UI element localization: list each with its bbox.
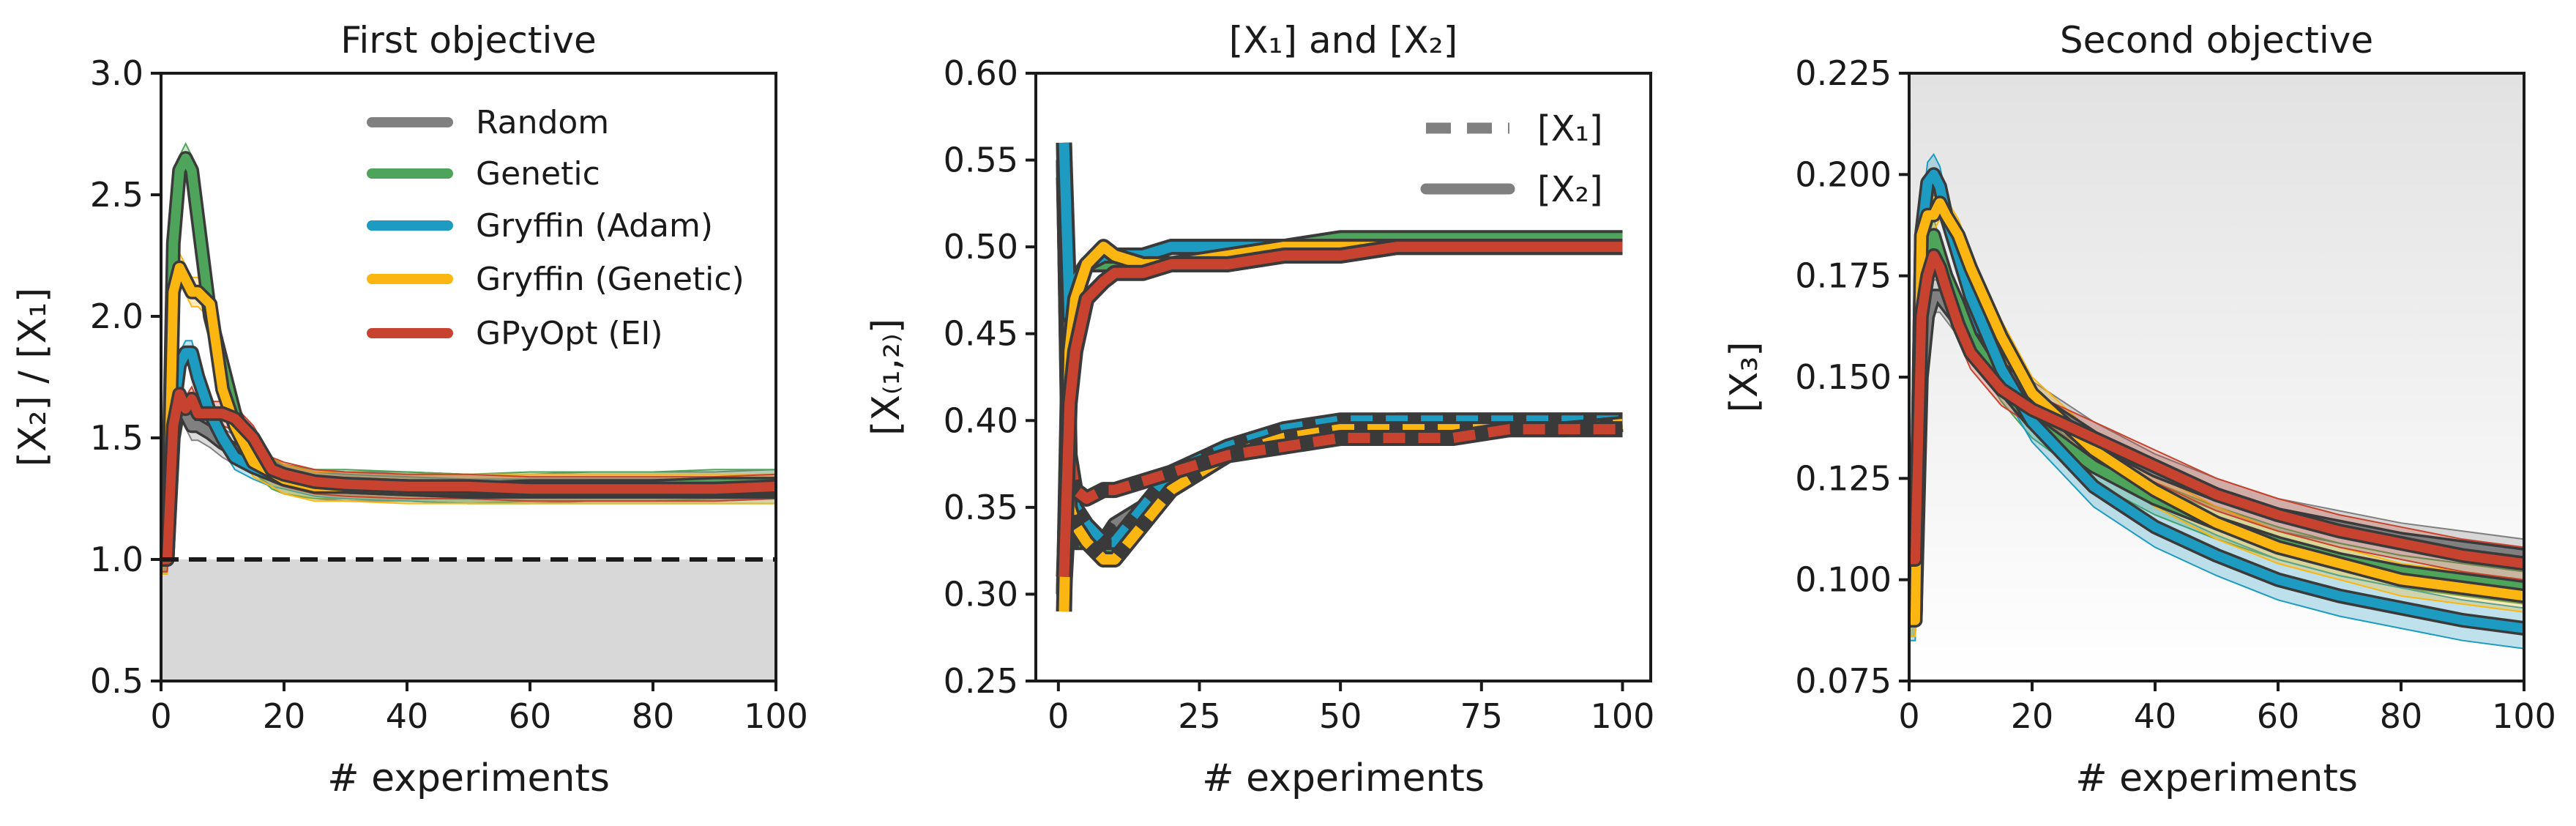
panel2-frame: [1034, 72, 1652, 682]
panel2-legend: [X₁] [X₂]: [1420, 108, 1603, 210]
panel3-ylabel: [X₃]: [1722, 341, 1766, 412]
panel2-ytick-label: 0.25: [944, 661, 1018, 701]
panel2-ytick-label: 0.45: [944, 314, 1018, 354]
legend-label-gryffin-genetic: Gryffin (Genetic): [476, 261, 744, 298]
panel1-ytick-label: 0.5: [90, 661, 143, 701]
panel2-line-outline-gpyopt-ei-x: [1056, 177, 1623, 507]
panel-second-objective: Second objective 0 20 40 60 80 1000.0750.1000…: [1722, 19, 2556, 800]
panel3-ytick-label: 0.075: [1795, 661, 1892, 701]
panel3-line-gryffin-genetic: [1909, 198, 2524, 625]
panel1-line-gryffin-genetic: [161, 263, 776, 565]
panel3-xlabel: # experiments: [2075, 756, 2358, 800]
panel1-ytick-label: 2.5: [90, 175, 143, 215]
panel1-infeasible-region: [161, 559, 776, 681]
panel2-xtick-label: 75: [1460, 696, 1504, 736]
panel1-ytick-label: 1.5: [90, 418, 143, 458]
panel3-xtick-label: 100: [2492, 696, 2556, 736]
panel1-xtick-label: 100: [744, 696, 808, 736]
panel3-ytick-label: 0.225: [1795, 53, 1892, 93]
panel3-ytick-label: 0.175: [1795, 256, 1892, 296]
legend-label-gpyopt: GPyOpt (EI): [476, 315, 663, 352]
legend-label-x2: [X₂]: [1537, 169, 1603, 210]
panel2-ytick-label: 0.55: [944, 141, 1018, 180]
panel3-ytick-label: 0.125: [1795, 458, 1892, 498]
panel1-legend: Random Genetic Gryffin (Adam) Gryffin (G…: [367, 104, 744, 352]
panel3-lines: [1909, 167, 2524, 636]
panel1-xtick-label: 40: [386, 696, 429, 736]
panel1-band-gryffin-genetic: [161, 250, 776, 575]
panel3-xtick-label: 60: [2257, 696, 2300, 736]
panel1-ytick-label: 2.0: [90, 297, 143, 336]
panel2-lines: [1056, 142, 1624, 612]
legend-label-gryffin-adam: Gryffin (Adam): [476, 207, 713, 245]
panel1-ytick-label: 1.0: [90, 540, 143, 579]
panel2-xtick-label: 25: [1178, 696, 1221, 736]
panel3-line-gryffin-adam: [1909, 169, 2524, 633]
panel1-ytick-label: 3.0: [90, 53, 143, 93]
panel1-line-outline-gryffin-genetic: [161, 260, 776, 567]
panel1-xtick-label: 20: [263, 696, 306, 736]
panel1-title: First objective: [340, 19, 596, 62]
panel-first-objective: First objective 0 20 40 60 80 100 0.5 1.0 1.5 2.0…: [11, 19, 808, 800]
legend-label-genetic: Genetic: [476, 155, 600, 193]
panel1-ylabel: [X₂] / [X₁]: [11, 288, 55, 467]
panel3-xtick-label: 80: [2380, 696, 2423, 736]
panel2-xlabel: # experiments: [1202, 756, 1485, 800]
panel3-ticks: 0 20 40 60 80 100 0.075 0.100 0.125 0.150 0.175 0.2…: [1795, 53, 2556, 736]
panel3-line-gpyopt-ei: [1909, 250, 2524, 568]
panel2-xtick-label: 50: [1319, 696, 1362, 736]
panel1-xtick-label: 0: [150, 696, 171, 736]
panel-x1-x2: [X₁] and [X₂] 0 25 50 75 100 0.25 0.30 0.35 0.40…: [865, 19, 1654, 800]
panel2-ticks: 0 25 50 75 100 0.25 0.30 0.35 0.40 0.45 0.50 0.55 0.…: [944, 53, 1655, 736]
panel3-ytick-label: 0.200: [1795, 155, 1892, 194]
panel3-xtick-label: 0: [1898, 696, 1919, 736]
legend-label-random: Random: [476, 104, 609, 141]
panel2-line-gpyopt-ei-x: [1059, 242, 1623, 577]
panel1-xtick-label: 60: [509, 696, 552, 736]
panel3-ytick-label: 0.100: [1795, 560, 1892, 600]
panel1-line-gpyopt-ei: [161, 389, 776, 565]
legend-label-x1: [X₁]: [1537, 108, 1603, 149]
panel1-xtick-label: 80: [632, 696, 675, 736]
panel1-ticks: 0 20 40 60 80 100 0.5 1.0 1.5 2.0 2.5 3.0: [90, 53, 808, 736]
panel2-ylabel: [X₍₁,₂₎]: [865, 319, 908, 436]
panel3-title: Second objective: [2060, 19, 2373, 62]
panel2-ytick-label: 0.35: [944, 488, 1018, 527]
panel1-lines: [161, 151, 776, 567]
panel1-xlabel: # experiments: [327, 756, 610, 800]
panel2-line-gpyopt-ei-x: [1059, 177, 1623, 504]
panel1-frame: [160, 72, 777, 682]
panel2-xtick-label: 100: [1591, 696, 1655, 736]
panel2-title: [X₁] and [X₂]: [1229, 19, 1457, 62]
panel3-xtick-label: 20: [2011, 696, 2054, 736]
panel2-xtick-label: 0: [1048, 696, 1069, 736]
panel2-ytick-label: 0.60: [944, 53, 1018, 93]
panel2-ytick-label: 0.30: [944, 574, 1018, 614]
panel3-xtick-label: 40: [2134, 696, 2177, 736]
panel2-ytick-label: 0.40: [944, 401, 1018, 440]
panel2-ytick-label: 0.50: [944, 227, 1018, 267]
panel3-ytick-label: 0.150: [1795, 357, 1892, 397]
